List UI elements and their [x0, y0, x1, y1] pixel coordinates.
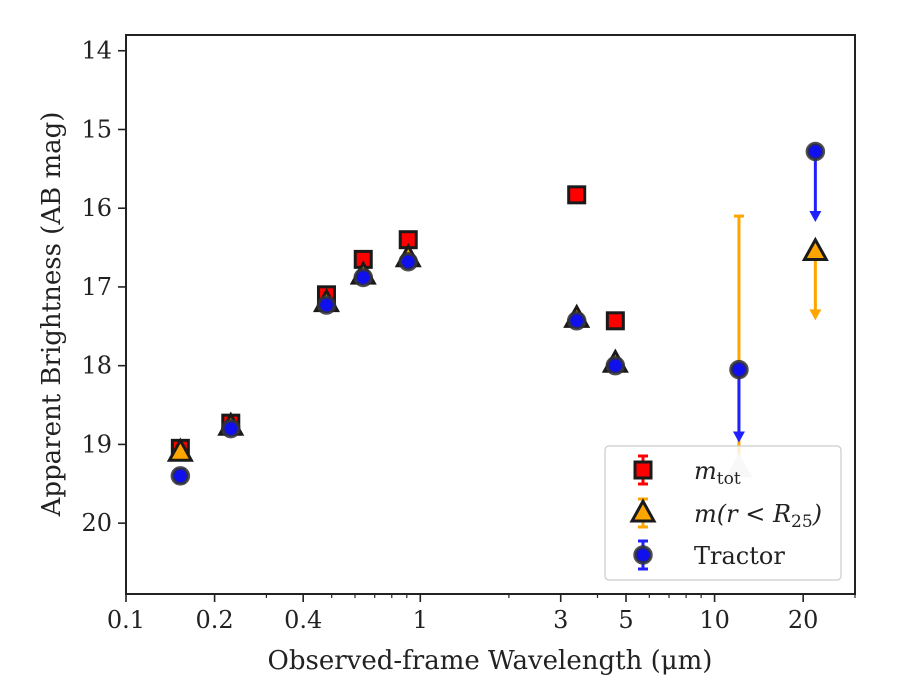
x-tick-label: 0.4 [284, 606, 322, 634]
axis-ticks: 0.1 0.2 0.4 1 3 5 10 20 14 15 16 17 18 19 20 [81, 37, 856, 634]
upper-limit-arrow [809, 211, 822, 223]
data-point [166, 437, 194, 462]
legend-box [604, 445, 842, 581]
legend-entry-m-r-r-25: m(r < R25) [629, 497, 822, 532]
upper-limit [732, 369, 745, 443]
legend-label: mtot [694, 457, 741, 489]
y-tick-label: 18 [81, 352, 112, 380]
data-point [316, 295, 337, 315]
data-point [605, 355, 626, 376]
legend-label-main: m [694, 457, 717, 485]
legend-label-sub: 25 [791, 512, 813, 532]
legend-label-main: m(r < R [694, 500, 791, 528]
y-tick-label: 19 [81, 430, 112, 458]
upper-limit-arrow [809, 309, 822, 321]
x-axis-label: Observed-frame Wavelength (μm) [268, 646, 713, 676]
data-point [221, 418, 241, 439]
upper-limit-arrow [732, 431, 745, 443]
legend-label: m(r < R25) [694, 500, 822, 532]
y-tick-label: 14 [81, 37, 112, 65]
y-tick-label: 17 [81, 273, 112, 301]
legend-entry-m-tot: mtot [633, 454, 741, 489]
data-point [170, 466, 191, 486]
x-tick-label: 0.1 [107, 606, 145, 634]
legend-marker [633, 460, 653, 480]
upper-limit [809, 151, 822, 223]
data-layer [166, 141, 829, 486]
legend-label-close: ) [812, 500, 822, 528]
legend-label-sub: tot [717, 469, 741, 489]
legend-label: Tractor [694, 542, 785, 570]
legend: mtot m(r < R25) Tractor [604, 445, 842, 581]
data-point [729, 359, 749, 380]
legend-marker [629, 498, 657, 523]
data-point [805, 141, 826, 162]
data-point [605, 311, 625, 331]
x-tick-label: 10 [699, 606, 730, 634]
y-axis-label: Apparent Brightness (AB mag) [37, 112, 67, 518]
legend-marker [633, 545, 653, 565]
upper-limit [809, 251, 822, 321]
plot-frame [125, 34, 856, 595]
data-point [353, 267, 374, 288]
data-point [566, 311, 587, 331]
y-tick-label: 16 [81, 194, 112, 222]
y-tick-label: 15 [81, 115, 112, 143]
x-tick-label: 5 [618, 606, 633, 634]
x-tick-label: 0.2 [196, 606, 234, 634]
x-tick-label: 20 [788, 606, 819, 634]
x-tick-label: 1 [413, 606, 428, 634]
series-tractor [170, 141, 826, 486]
data-point [567, 185, 587, 205]
legend-entry-tractor: Tractor [633, 539, 785, 571]
x-tick-label: 3 [553, 606, 568, 634]
data-point [801, 236, 829, 261]
y-tick-label: 20 [81, 509, 112, 537]
data-point [398, 251, 418, 272]
